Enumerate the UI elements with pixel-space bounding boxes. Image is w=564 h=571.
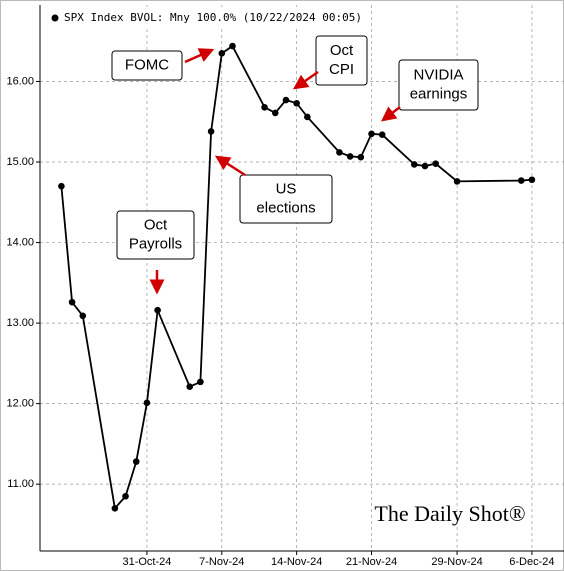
annotation-box <box>398 59 479 111</box>
point <box>68 298 76 306</box>
point <box>346 153 354 160</box>
x-tick-label: 29-Nov-24 <box>431 556 482 568</box>
point <box>368 130 375 138</box>
x-tick-label: 31-Oct-24 <box>122 556 171 568</box>
point <box>154 306 161 314</box>
annotation-box <box>239 174 333 224</box>
annotation-arrow <box>381 106 401 122</box>
annotation-text: CPI <box>329 61 354 78</box>
point <box>186 383 194 391</box>
annotation-box <box>111 50 183 81</box>
y-tick-label: 11.00 <box>7 478 34 490</box>
point <box>58 182 65 190</box>
point <box>357 153 365 161</box>
y-tick-label: 14.00 <box>6 236 34 248</box>
annotation-text: Oct <box>330 42 354 59</box>
annotation-arrow <box>184 48 215 64</box>
point <box>528 176 536 184</box>
annotation-text: earnings <box>410 85 468 102</box>
point <box>517 177 525 184</box>
point <box>378 131 386 138</box>
point <box>197 378 204 386</box>
point <box>218 50 226 57</box>
point <box>111 505 119 512</box>
brand: The Daily Shot® <box>374 501 525 526</box>
legend-text: SPX Index BVOL: Mny 100.0% (10/22/2024 0… <box>64 11 362 24</box>
point <box>132 458 140 465</box>
y-tick-label: 12.00 <box>6 398 34 410</box>
point <box>453 178 461 185</box>
annotation-box <box>116 210 195 260</box>
point <box>336 149 343 156</box>
point <box>432 160 439 167</box>
point <box>304 113 311 121</box>
annotation-text: US <box>276 180 297 197</box>
annotation-text: Oct <box>144 216 168 233</box>
x-tick-label: 14-Nov-24 <box>271 556 322 568</box>
point <box>143 399 151 407</box>
y-tick-label: 13.00 <box>6 317 34 329</box>
point <box>410 161 418 168</box>
legend-box <box>44 7 339 29</box>
annotation-arrow <box>292 70 319 90</box>
y-tick-label: 15.00 <box>6 156 34 168</box>
x-tick-label: 6-Dec-24 <box>509 556 554 568</box>
point <box>293 99 300 107</box>
annotation-text: Payrolls <box>129 235 182 252</box>
y-tick-label: 16.00 <box>6 75 34 87</box>
point <box>122 492 129 500</box>
point <box>421 162 429 170</box>
annotation-text: NVIDIA <box>413 66 463 83</box>
annotation-text: elections <box>256 199 315 216</box>
point <box>229 42 236 50</box>
point <box>207 128 215 135</box>
point <box>282 96 290 104</box>
point <box>271 109 279 117</box>
annotation-arrow <box>214 155 246 177</box>
legend-marker <box>51 14 59 22</box>
point <box>79 312 87 320</box>
x-tick-label: 7-Nov-24 <box>199 556 244 568</box>
x-tick-label: 21-Nov-24 <box>346 556 397 568</box>
grid <box>40 5 564 551</box>
annotation-box <box>315 35 368 86</box>
point <box>261 103 268 111</box>
annotation-text: FOMC <box>125 56 169 73</box>
